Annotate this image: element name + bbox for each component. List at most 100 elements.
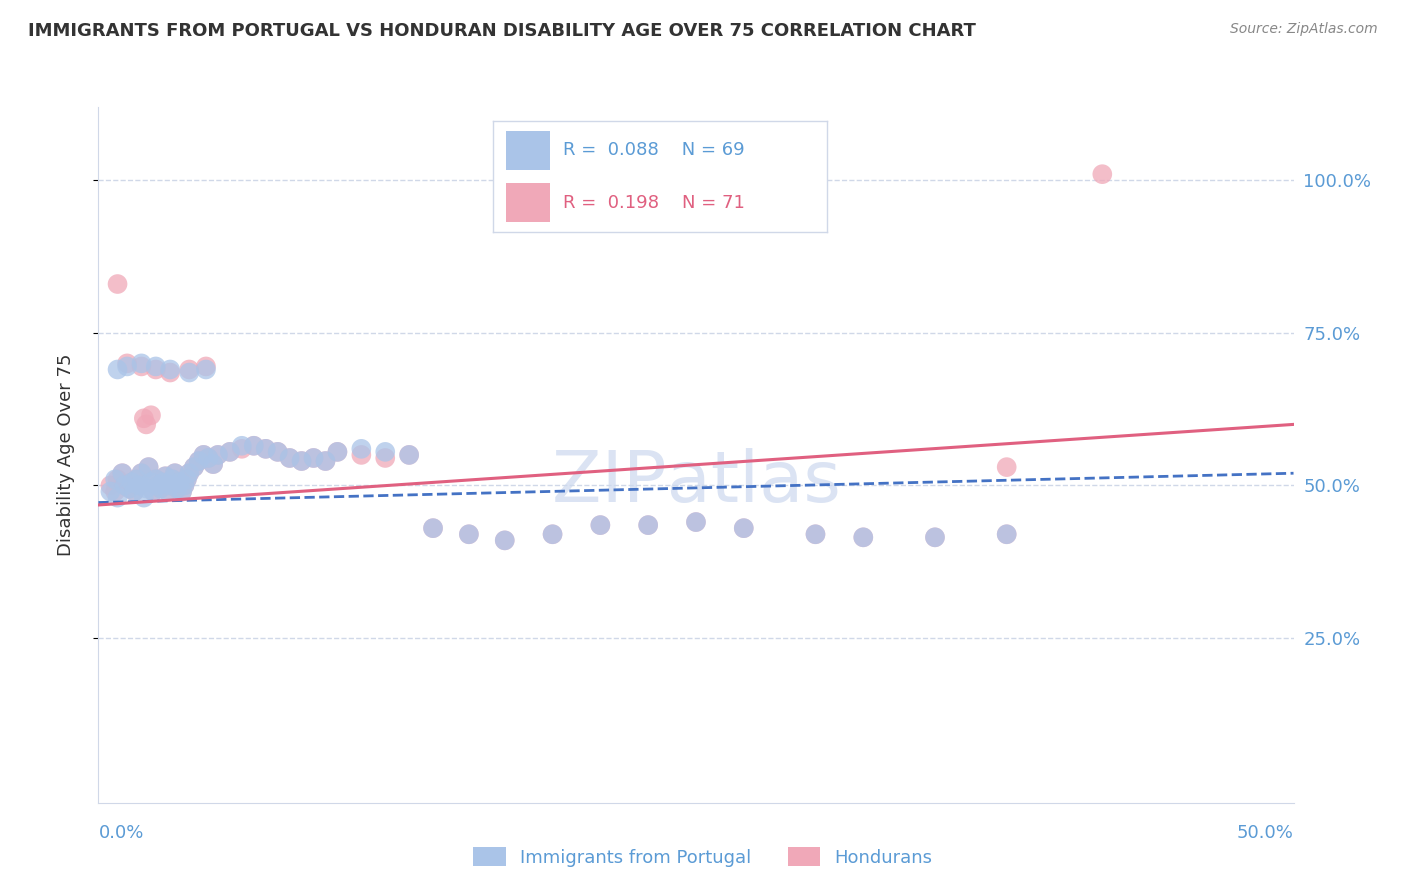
Point: [685, 515, 707, 529]
Point: [98, 484, 122, 499]
Point: [132, 491, 155, 505]
Point: [374, 450, 396, 465]
Point: [152, 475, 174, 490]
Text: 50.0%: 50.0%: [1237, 824, 1294, 842]
Point: [733, 521, 755, 535]
Point: [145, 362, 167, 376]
Point: [422, 521, 444, 535]
Point: [179, 362, 201, 376]
Point: [202, 457, 225, 471]
Point: [302, 450, 325, 465]
Point: [159, 362, 181, 376]
Point: [187, 454, 209, 468]
Point: [124, 484, 146, 499]
Point: [142, 484, 165, 499]
Point: [138, 460, 160, 475]
Point: [183, 460, 205, 475]
Legend: Immigrants from Portugal, Hondurans: Immigrants from Portugal, Hondurans: [467, 840, 939, 874]
Point: [254, 442, 277, 456]
Point: [267, 445, 290, 459]
Point: [107, 472, 129, 486]
Point: [128, 478, 150, 492]
Point: [179, 467, 201, 481]
Point: [118, 482, 141, 496]
Point: [193, 448, 215, 462]
Point: [278, 450, 301, 465]
Point: [193, 448, 215, 462]
Point: [114, 478, 136, 492]
Point: [162, 472, 184, 486]
Text: Source: ZipAtlas.com: Source: ZipAtlas.com: [1230, 22, 1378, 37]
Point: [145, 472, 167, 486]
Point: [458, 527, 481, 541]
Point: [231, 442, 253, 456]
Point: [733, 521, 755, 535]
Point: [637, 518, 659, 533]
Point: [156, 484, 179, 499]
Point: [159, 366, 181, 380]
Point: [149, 482, 172, 496]
Text: IMMIGRANTS FROM PORTUGAL VS HONDURAN DISABILITY AGE OVER 75 CORRELATION CHART: IMMIGRANTS FROM PORTUGAL VS HONDURAN DIS…: [28, 22, 976, 40]
Point: [267, 445, 290, 459]
Point: [139, 475, 162, 490]
Point: [219, 445, 242, 459]
Point: [125, 472, 148, 486]
Text: 0.0%: 0.0%: [98, 824, 143, 842]
Point: [1091, 167, 1114, 181]
Point: [115, 359, 138, 374]
Point: [111, 467, 134, 481]
Point: [183, 460, 205, 475]
Point: [278, 450, 301, 465]
Y-axis label: Disability Age Over 75: Disability Age Over 75: [56, 353, 75, 557]
Point: [326, 445, 349, 459]
Point: [494, 533, 516, 548]
Point: [804, 527, 827, 541]
Point: [139, 409, 162, 423]
Point: [589, 518, 612, 533]
Point: [142, 484, 165, 499]
Point: [135, 482, 157, 496]
Point: [149, 482, 172, 496]
Point: [114, 478, 136, 492]
Point: [148, 478, 170, 492]
Point: [159, 478, 181, 492]
Point: [104, 472, 127, 486]
Point: [231, 439, 253, 453]
Point: [350, 448, 373, 462]
Point: [155, 469, 177, 483]
Point: [207, 448, 229, 462]
Point: [172, 484, 194, 499]
Point: [219, 445, 242, 459]
Point: [541, 527, 564, 541]
Point: [148, 478, 170, 492]
Point: [804, 527, 827, 541]
Point: [291, 454, 314, 468]
Point: [121, 475, 143, 490]
Point: [187, 454, 209, 468]
Point: [131, 359, 153, 374]
Point: [315, 454, 337, 468]
Point: [107, 277, 129, 291]
Point: [243, 439, 266, 453]
Point: [172, 484, 194, 499]
Point: [104, 484, 127, 499]
Point: [350, 442, 373, 456]
Point: [124, 484, 146, 499]
Point: [315, 454, 337, 468]
Point: [207, 448, 229, 462]
Point: [179, 366, 201, 380]
Text: ZIP⁠atlas: ZIP⁠atlas: [551, 449, 841, 517]
Point: [422, 521, 444, 535]
Point: [128, 478, 150, 492]
Point: [166, 482, 188, 496]
Point: [243, 439, 266, 453]
Point: [107, 491, 129, 505]
Point: [107, 362, 129, 376]
Point: [166, 482, 188, 496]
Point: [138, 460, 160, 475]
Point: [132, 411, 155, 425]
Point: [197, 450, 219, 465]
Point: [589, 518, 612, 533]
Point: [98, 478, 122, 492]
Point: [145, 472, 167, 486]
